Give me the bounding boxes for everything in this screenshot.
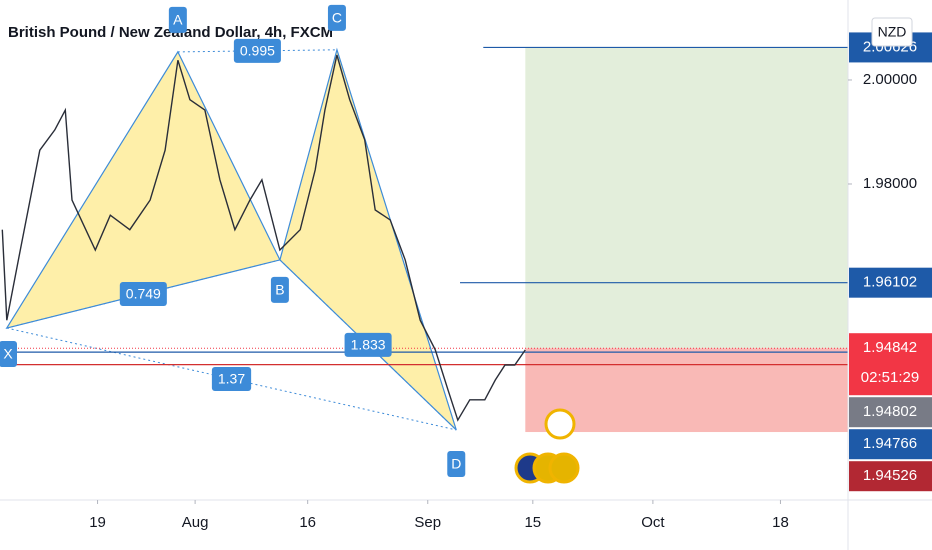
price-label: 1.94526 xyxy=(863,467,917,484)
price-label-box xyxy=(849,267,932,298)
y-tick-label: 1.98000 xyxy=(863,175,917,192)
point-text: A xyxy=(173,12,183,28)
ratio-box xyxy=(119,281,167,306)
ratio-label: 1.37 xyxy=(211,366,252,391)
countdown: 02:51:29 xyxy=(861,369,919,386)
x-tick-label: Sep xyxy=(414,514,441,531)
point-text: X xyxy=(3,346,13,362)
point-box xyxy=(447,450,466,477)
point-box xyxy=(327,4,346,31)
currency-icon xyxy=(548,452,580,484)
price-label: 1.94842 xyxy=(863,339,917,356)
price-line xyxy=(1,54,526,422)
currency-label: NZD xyxy=(878,24,907,40)
pattern-point-label: B xyxy=(270,276,289,303)
ratio-box xyxy=(233,38,281,63)
x-tick-label: 19 xyxy=(89,514,106,531)
price-label: 1.94766 xyxy=(863,435,917,452)
ratio-box xyxy=(344,332,392,357)
loss-zone xyxy=(525,348,848,433)
y-tick-label: 2.00000 xyxy=(863,71,917,88)
ratio-text: 1.833 xyxy=(351,337,386,353)
price-label: 1.96102 xyxy=(863,274,917,291)
x-tick-label: 18 xyxy=(772,514,789,531)
price-label-box xyxy=(849,429,932,460)
ratio-text: 0.749 xyxy=(126,286,161,302)
pattern-point-label: D xyxy=(447,450,466,477)
point-box xyxy=(168,6,187,33)
price-label: 1.94802 xyxy=(863,403,917,420)
pattern-diagonal xyxy=(177,49,337,53)
point-box xyxy=(0,341,17,368)
ratio-text: 0.995 xyxy=(240,43,275,59)
profit-zone xyxy=(525,47,848,349)
point-box xyxy=(270,276,289,303)
pattern-diagonal xyxy=(279,259,457,431)
ratio-label: 1.833 xyxy=(344,332,392,357)
point-text: B xyxy=(275,282,284,298)
point-text: C xyxy=(332,10,342,26)
point-text: D xyxy=(451,456,461,472)
plot-area xyxy=(0,46,848,433)
ratio-label: 0.749 xyxy=(119,281,167,306)
pattern-point-label: C xyxy=(327,4,346,31)
x-tick-label: 15 xyxy=(524,514,541,531)
ratio-box xyxy=(211,366,252,391)
ratio-label: 0.995 xyxy=(233,38,281,63)
ratio-text: 1.37 xyxy=(218,371,245,387)
x-tick-label: Oct xyxy=(641,514,665,531)
currency-icon xyxy=(544,408,576,440)
price-label-box xyxy=(849,461,932,492)
price-label-box xyxy=(849,333,932,396)
x-tick-label: 16 xyxy=(299,514,316,531)
pattern-triangle xyxy=(279,47,457,431)
price-label-box xyxy=(849,397,932,428)
currency-box xyxy=(871,17,913,47)
pattern-point-label: X xyxy=(0,341,17,368)
x-tick-label: Aug xyxy=(182,514,209,531)
pattern-point-label: A xyxy=(168,6,187,33)
